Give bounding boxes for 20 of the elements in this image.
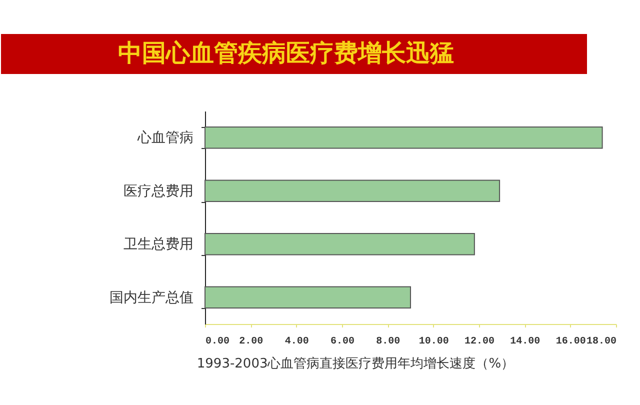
- x-axis-title: 1993-2003心血管病直接医疗费用年均增长速度（%）: [196, 356, 514, 372]
- bar: [204, 126, 603, 149]
- x-tick-label: 18.00: [586, 336, 616, 348]
- y-tick-label: 国内生产总值: [110, 290, 194, 306]
- bar: [204, 180, 500, 202]
- bar: [204, 286, 411, 309]
- y-tick-label: 卫生总费用: [124, 236, 194, 253]
- x-tick-label: 0.00: [206, 336, 230, 348]
- x-tick-label: 6.00: [330, 336, 355, 348]
- x-tick-label: 14.00: [510, 336, 540, 348]
- chart-title: 中国心血管疾病医疗费增长迅猛: [118, 39, 454, 67]
- x-tick-label: 8.00: [376, 336, 400, 348]
- x-tick-label: 2.00: [239, 336, 264, 348]
- x-tick-label: 12.00: [464, 336, 495, 348]
- bar: [204, 232, 475, 256]
- x-tick-label: 4.00: [284, 336, 309, 348]
- x-tick-label: 10.00: [418, 336, 449, 348]
- x-tick-label: 16.00: [556, 336, 586, 348]
- y-tick-label: 医疗总费用: [124, 183, 194, 200]
- y-tick-label: 心血管病: [136, 130, 194, 146]
